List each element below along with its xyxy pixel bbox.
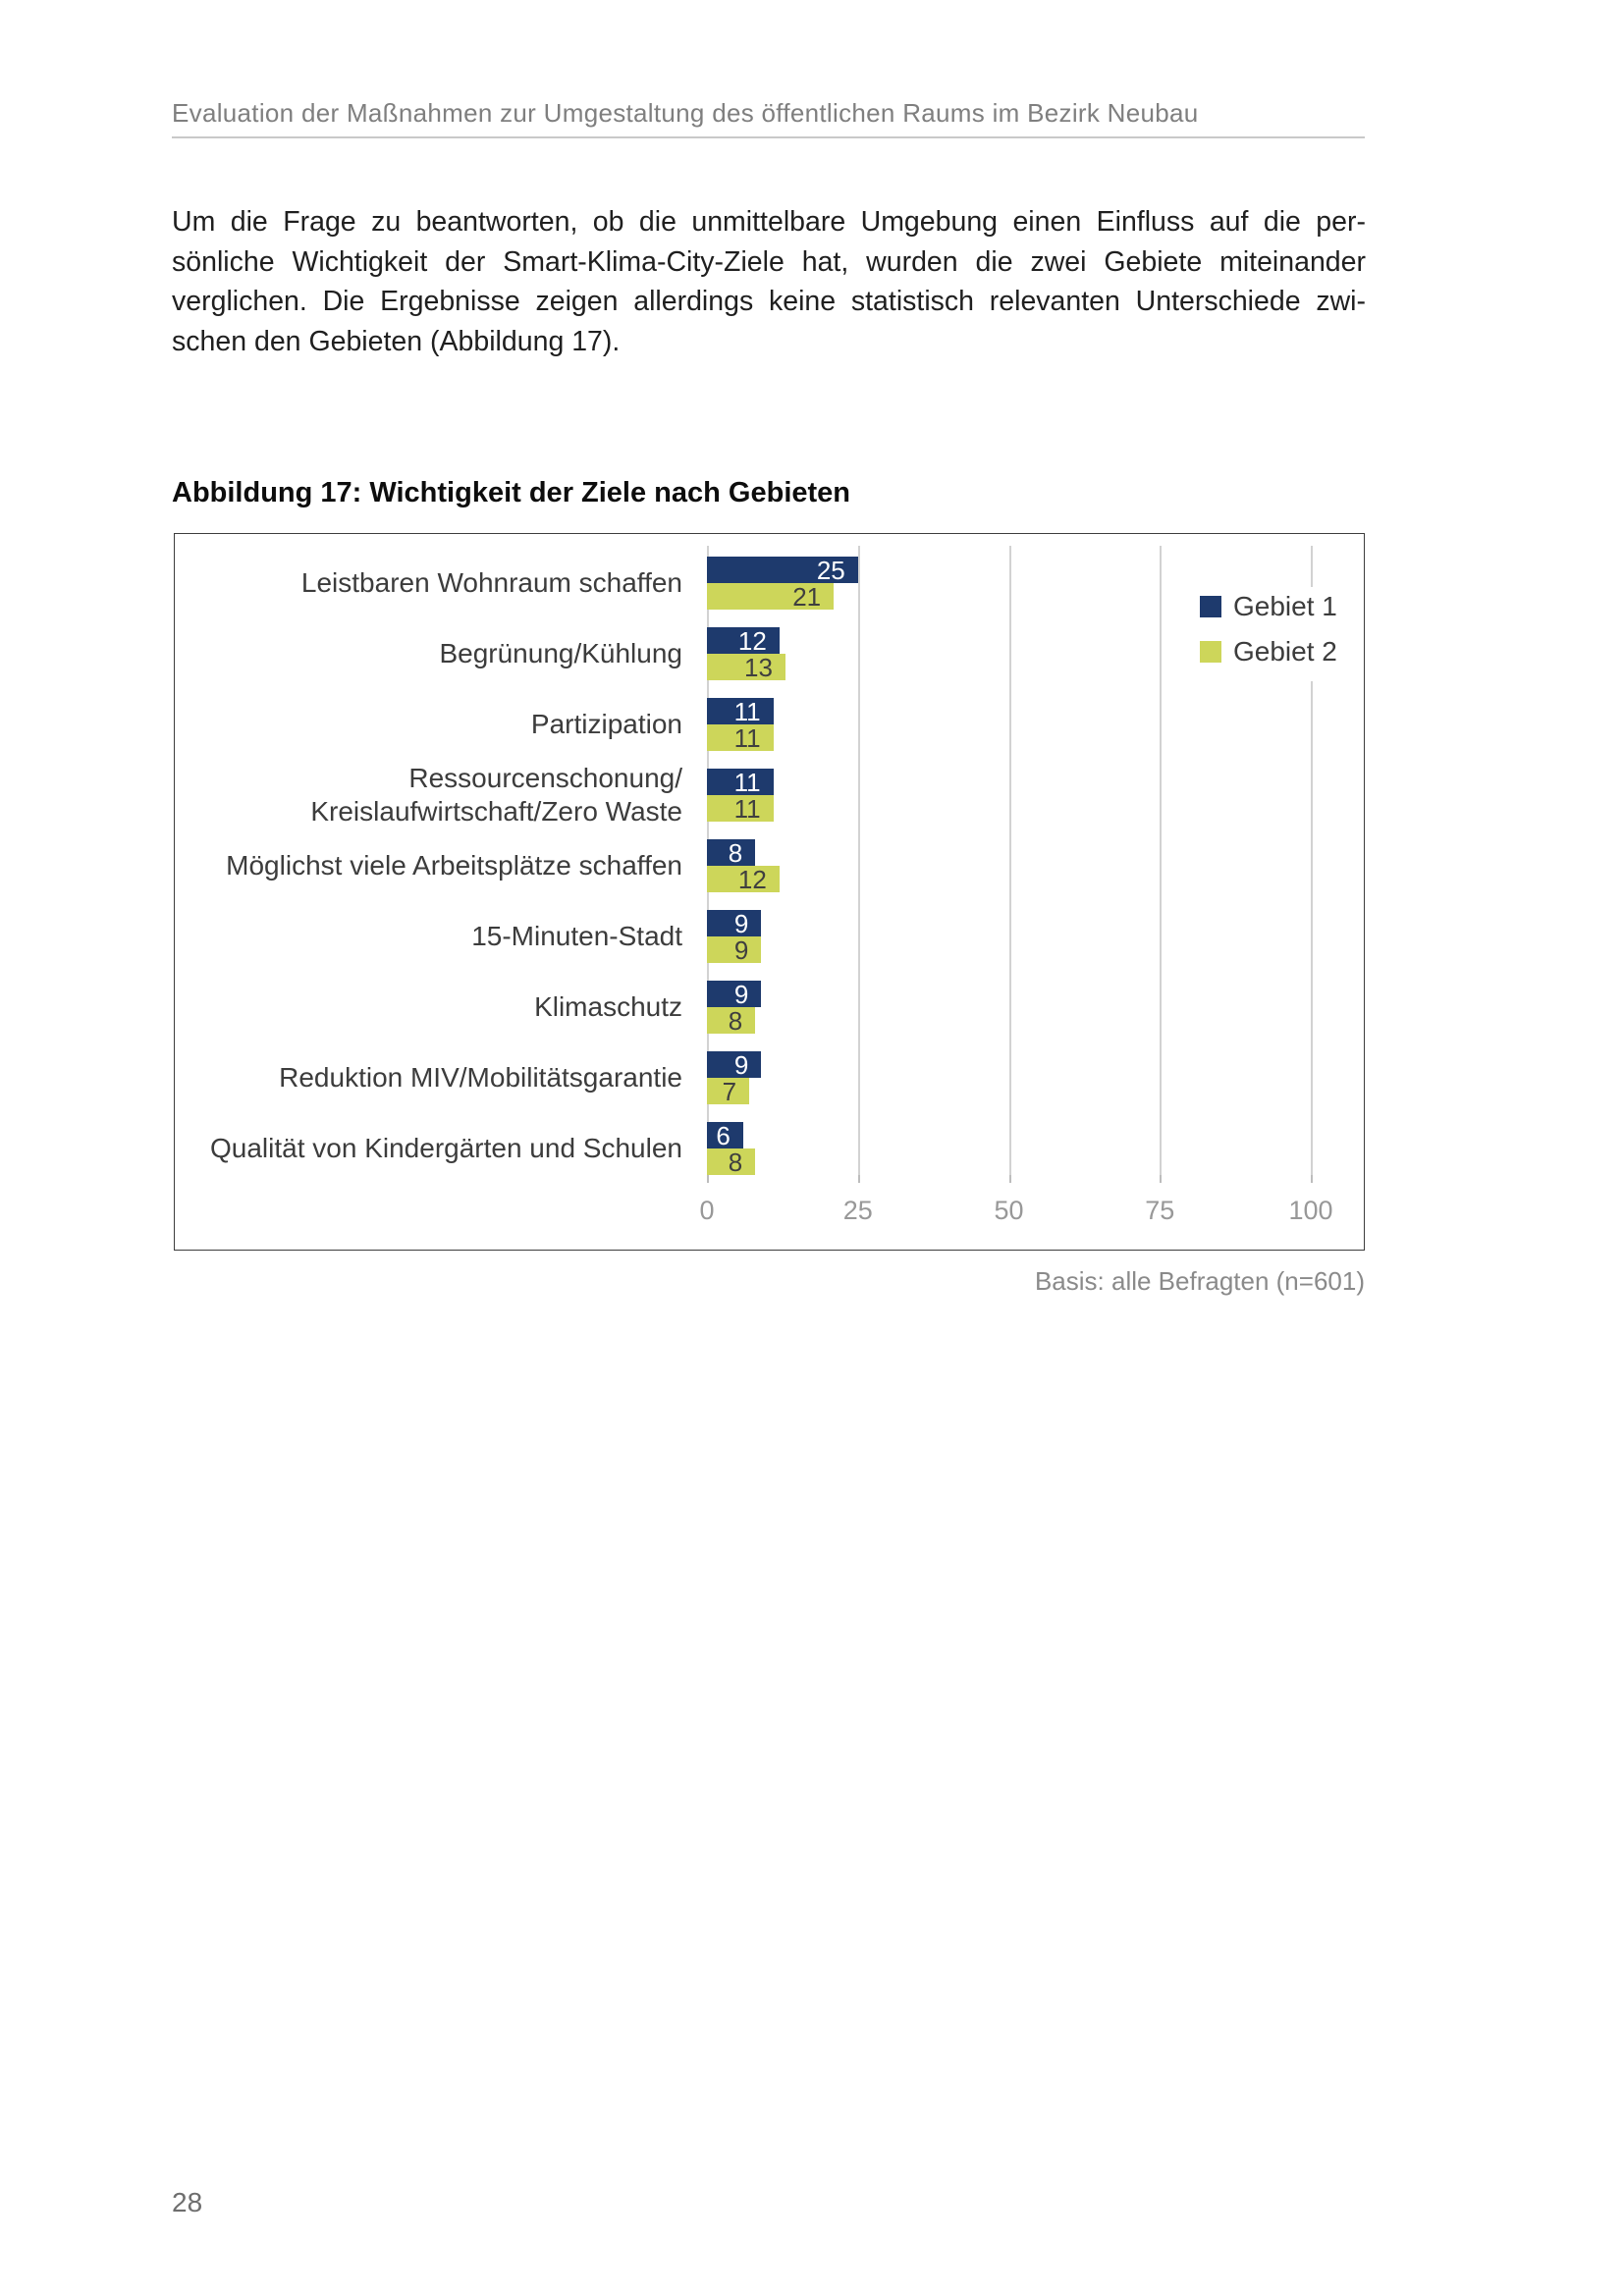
bar-value-label: 8 bbox=[728, 1148, 743, 1177]
axis-tick-100 bbox=[1311, 1175, 1313, 1183]
bar-value-label: 12 bbox=[737, 865, 767, 894]
bar-gebiet-1: 6 bbox=[707, 1121, 743, 1150]
bar-value-label: 25 bbox=[816, 556, 845, 585]
bar-gebiet-2: 8 bbox=[707, 1006, 756, 1036]
category-label: Begrünung/Kühlung bbox=[439, 638, 682, 668]
body-paragraph: Um die Frage zu beantworten, ob die unmi… bbox=[172, 202, 1366, 361]
axis-tick-label: 50 bbox=[994, 1196, 1024, 1225]
bar-gebiet-1: 8 bbox=[707, 838, 756, 868]
category-label: Ressourcenschonung/ Kreislaufwirtschaft/… bbox=[310, 763, 682, 827]
bar-value-label: 9 bbox=[733, 935, 749, 965]
bar-value-label: 21 bbox=[792, 582, 822, 612]
bar-gebiet-2: 12 bbox=[707, 865, 780, 894]
page-number: 28 bbox=[172, 2187, 203, 2217]
legend-entry-gebiet-1: Gebiet 1 bbox=[1200, 589, 1337, 624]
bar-gebiet-2: 11 bbox=[707, 794, 774, 824]
legend-swatch-gebiet-1 bbox=[1200, 596, 1221, 617]
axis-tick-label: 0 bbox=[699, 1196, 715, 1225]
chart-legend: Gebiet 1 Gebiet 2 bbox=[1194, 587, 1343, 681]
category-label: Möglichst viele Arbeitsplätze schaffen bbox=[226, 850, 682, 881]
bar-gebiet-1: 11 bbox=[707, 768, 774, 797]
paragraph-line: schen den Gebieten (Abbildung 17). bbox=[172, 325, 621, 357]
bar-gebiet-2: 7 bbox=[707, 1077, 750, 1106]
bar-value-label: 9 bbox=[733, 1050, 749, 1080]
bar-gebiet-2: 13 bbox=[707, 653, 785, 682]
axis-tick-75 bbox=[1160, 1175, 1163, 1183]
bar-value-label: 7 bbox=[722, 1077, 737, 1106]
category-label: 15-Minuten-Stadt bbox=[471, 921, 682, 951]
bar-gebiet-2: 11 bbox=[707, 723, 774, 753]
axis-tick-50 bbox=[1008, 1175, 1011, 1183]
paragraph-line: Um die Frage zu beantworten, ob die unmi… bbox=[172, 206, 1366, 238]
axis-tick-25 bbox=[857, 1175, 860, 1183]
bar-value-label: 6 bbox=[716, 1121, 731, 1150]
axis-tick-0 bbox=[707, 1175, 709, 1183]
bar-gebiet-2: 8 bbox=[707, 1148, 756, 1177]
paragraph-line: verglichen. Die Ergebnisse zeigen allerd… bbox=[172, 286, 1366, 317]
legend-swatch-gebiet-2 bbox=[1200, 641, 1221, 663]
bar-value-label: 11 bbox=[733, 723, 761, 753]
header-rule bbox=[172, 136, 1365, 138]
gridline-75 bbox=[1160, 546, 1163, 1175]
axis-tick-label: 75 bbox=[1145, 1196, 1175, 1225]
legend-label-gebiet-2: Gebiet 2 bbox=[1233, 636, 1337, 667]
running-header: Evaluation der Maßnahmen zur Umgestaltun… bbox=[172, 98, 1199, 128]
basis-note: Basis: alle Befragten (n=601) bbox=[1034, 1266, 1365, 1296]
bar-gebiet-2: 21 bbox=[707, 582, 835, 612]
paragraph-line: sönliche Wichtigkeit der Smart-Klima-Cit… bbox=[172, 245, 1366, 278]
axis-tick-label: 100 bbox=[1288, 1196, 1333, 1225]
bar-gebiet-1: 9 bbox=[707, 909, 762, 938]
bar-value-label: 8 bbox=[728, 1006, 743, 1036]
axis-tick-label: 25 bbox=[842, 1196, 873, 1225]
bar-value-label: 12 bbox=[737, 626, 767, 656]
gridline-100 bbox=[1311, 546, 1313, 1175]
bar-gebiet-1: 25 bbox=[707, 556, 858, 585]
bar-chart: 0 25 50 75 100 Leistbaren Wohnraum schaffen 2… bbox=[174, 533, 1365, 1251]
category-label: Reduktion MIV/Mobilitätsgarantie bbox=[279, 1062, 682, 1093]
bar-gebiet-1: 11 bbox=[707, 697, 774, 726]
category-label: Partizipation bbox=[530, 709, 682, 739]
gridline-50 bbox=[1008, 546, 1011, 1175]
gridline-25 bbox=[857, 546, 860, 1175]
category-label: Klimaschutz bbox=[534, 991, 682, 1022]
figure-title: Abbildung 17: Wichtigkeit der Ziele nach… bbox=[172, 477, 851, 508]
bar-value-label: 11 bbox=[733, 697, 761, 726]
bar-gebiet-2: 9 bbox=[707, 935, 762, 965]
category-label: Leistbaren Wohnraum schaffen bbox=[300, 567, 682, 598]
bar-value-label: 9 bbox=[733, 980, 749, 1009]
bar-value-label: 13 bbox=[744, 653, 773, 682]
bar-gebiet-1: 9 bbox=[707, 1050, 762, 1080]
bar-value-label: 8 bbox=[728, 838, 743, 868]
bar-gebiet-1: 12 bbox=[707, 626, 780, 656]
legend-entry-gebiet-2: Gebiet 2 bbox=[1200, 634, 1337, 669]
bar-value-label: 11 bbox=[733, 794, 761, 824]
bar-value-label: 11 bbox=[733, 768, 761, 797]
bar-value-label: 9 bbox=[733, 909, 749, 938]
legend-label-gebiet-1: Gebiet 1 bbox=[1233, 591, 1337, 621]
category-label: Qualität von Kindergärten und Schulen bbox=[210, 1133, 682, 1163]
bar-gebiet-1: 9 bbox=[707, 980, 762, 1009]
